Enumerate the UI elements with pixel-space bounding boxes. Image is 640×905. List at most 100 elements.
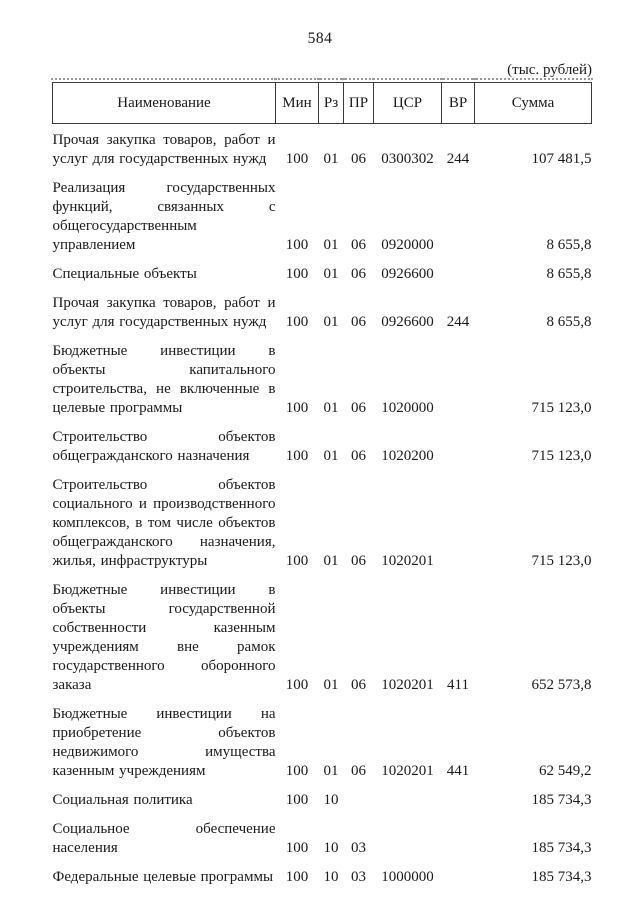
header-csr: ЦСР: [372, 78, 444, 124]
row-csr: 1020000: [381, 400, 434, 416]
row-name: Социальная политика: [52, 792, 193, 808]
row-sum: 185 734,3: [531, 840, 592, 856]
table-row: Прочая закупка товаров, работ и услуг дл…: [53, 289, 592, 337]
row-rz: 01: [323, 400, 339, 416]
row-rz: 01: [323, 448, 339, 464]
row-vr: 244: [446, 314, 470, 330]
row-vr: [442, 471, 475, 576]
row-vr: [442, 815, 475, 863]
row-csr: 1020201: [381, 553, 434, 569]
row-sum: 715 123,0: [531, 400, 592, 416]
row-pr: 06: [351, 400, 366, 416]
page-number: 584: [307, 30, 333, 47]
row-name: Прочая закупка товаров, работ и услуг дл…: [52, 295, 276, 330]
row-rz: 01: [323, 151, 339, 167]
row-name: Бюджетные инвестиции в объекты государст…: [52, 582, 276, 693]
table-row: Прочая закупка товаров, работ и услуг дл…: [53, 124, 592, 175]
row-csr: 1020200: [381, 448, 434, 464]
row-sum: 8 655,8: [546, 314, 592, 330]
row-vr: 244: [446, 151, 470, 167]
row-csr: 1020201: [381, 677, 434, 693]
row-sum: 185 734,3: [531, 869, 592, 885]
row-name: Социальное обеспечение населения: [52, 821, 276, 856]
row-name: Реализация государственных функций, связ…: [52, 180, 276, 253]
row-pr: 06: [351, 266, 366, 282]
row-pr: 03: [351, 840, 366, 856]
row-csr: 0920000: [381, 237, 434, 253]
row-min: 100: [285, 553, 309, 569]
row-csr: 0300302: [381, 151, 434, 167]
header-name: Наименование: [51, 78, 278, 124]
row-pr: 06: [351, 763, 366, 779]
row-rz: 01: [323, 237, 339, 253]
table-header-row: Наименование Мин Рз ПР ЦСР ВР Сумма: [51, 78, 594, 124]
header-rz: Рз: [317, 78, 346, 124]
row-rz: 01: [323, 763, 339, 779]
table-row: Социальная политика 100 10 185 734,3: [53, 786, 592, 815]
row-min: 100: [285, 266, 309, 282]
row-pr: 03: [351, 869, 366, 885]
row-vr: [442, 260, 475, 289]
row-csr: 0926600: [381, 314, 434, 330]
header-min: Мин: [274, 78, 321, 124]
row-min: 100: [285, 448, 309, 464]
row-min: 100: [285, 314, 309, 330]
row-pr: 06: [351, 448, 366, 464]
row-name: Строительство объектов социального и про…: [52, 477, 276, 569]
table-row: Бюджетные инвестиции в объекты капитальн…: [53, 337, 592, 423]
table-row: Реализация государственных функций, связ…: [53, 174, 592, 260]
row-vr: [442, 337, 475, 423]
row-vr: [442, 863, 475, 892]
row-sum: 715 123,0: [531, 448, 592, 464]
row-sum: 107 481,5: [531, 151, 592, 167]
row-name: Федеральные целевые программы: [52, 869, 274, 885]
row-vr: 441: [446, 763, 470, 779]
row-min: 100: [285, 400, 309, 416]
row-sum: 652 573,8: [531, 677, 592, 693]
row-vr: [442, 786, 475, 815]
row-sum: 185 734,3: [531, 792, 592, 808]
row-csr: [374, 786, 442, 815]
row-min: 100: [285, 869, 309, 885]
row-vr: [442, 174, 475, 260]
row-sum: 62 549,2: [539, 763, 592, 779]
header-vr: ВР: [440, 78, 477, 124]
row-csr: 1000000: [381, 869, 434, 885]
row-rz: 01: [323, 677, 339, 693]
table-row: Бюджетные инвестиции в объекты государст…: [53, 576, 592, 700]
row-min: 100: [285, 237, 309, 253]
table-row: Федеральные целевые программы 100 10 03 …: [53, 863, 592, 892]
row-csr: [374, 815, 442, 863]
row-name: Специальные объекты: [52, 266, 197, 282]
row-pr: 06: [351, 314, 366, 330]
row-pr: [344, 786, 374, 815]
row-min: 100: [285, 151, 309, 167]
row-rz: 01: [323, 266, 339, 282]
row-rz: 10: [323, 840, 339, 856]
row-rz: 01: [323, 314, 339, 330]
header-sum: Сумма: [473, 78, 594, 124]
row-name: Бюджетные инвестиции на приобретение объ…: [52, 706, 276, 779]
row-sum: 8 655,8: [546, 266, 592, 282]
row-rz: 01: [323, 553, 339, 569]
table-row: Социальное обеспечение населения 100 10 …: [53, 815, 592, 863]
units-note: (тыс. рублей): [507, 62, 592, 78]
row-csr: 1020201: [381, 763, 434, 779]
row-pr: 06: [351, 553, 366, 569]
row-vr: 411: [447, 677, 469, 693]
row-min: 100: [285, 792, 309, 808]
table-row: Строительство объектов социального и про…: [53, 471, 592, 576]
row-sum: 715 123,0: [531, 553, 592, 569]
header-pr: ПР: [342, 78, 376, 124]
row-min: 100: [285, 763, 309, 779]
row-pr: 06: [351, 677, 366, 693]
row-pr: 06: [351, 151, 366, 167]
row-rz: 10: [323, 869, 339, 885]
row-min: 100: [285, 840, 309, 856]
table-row: Специальные объекты 100 01 06 0926600 8 …: [53, 260, 592, 289]
budget-table: Наименование Мин Рз ПР ЦСР ВР Сумма Проч…: [51, 78, 594, 892]
table-row: Строительство объектов общегражданского …: [53, 423, 592, 471]
row-vr: [442, 423, 475, 471]
row-csr: 0926600: [381, 266, 434, 282]
